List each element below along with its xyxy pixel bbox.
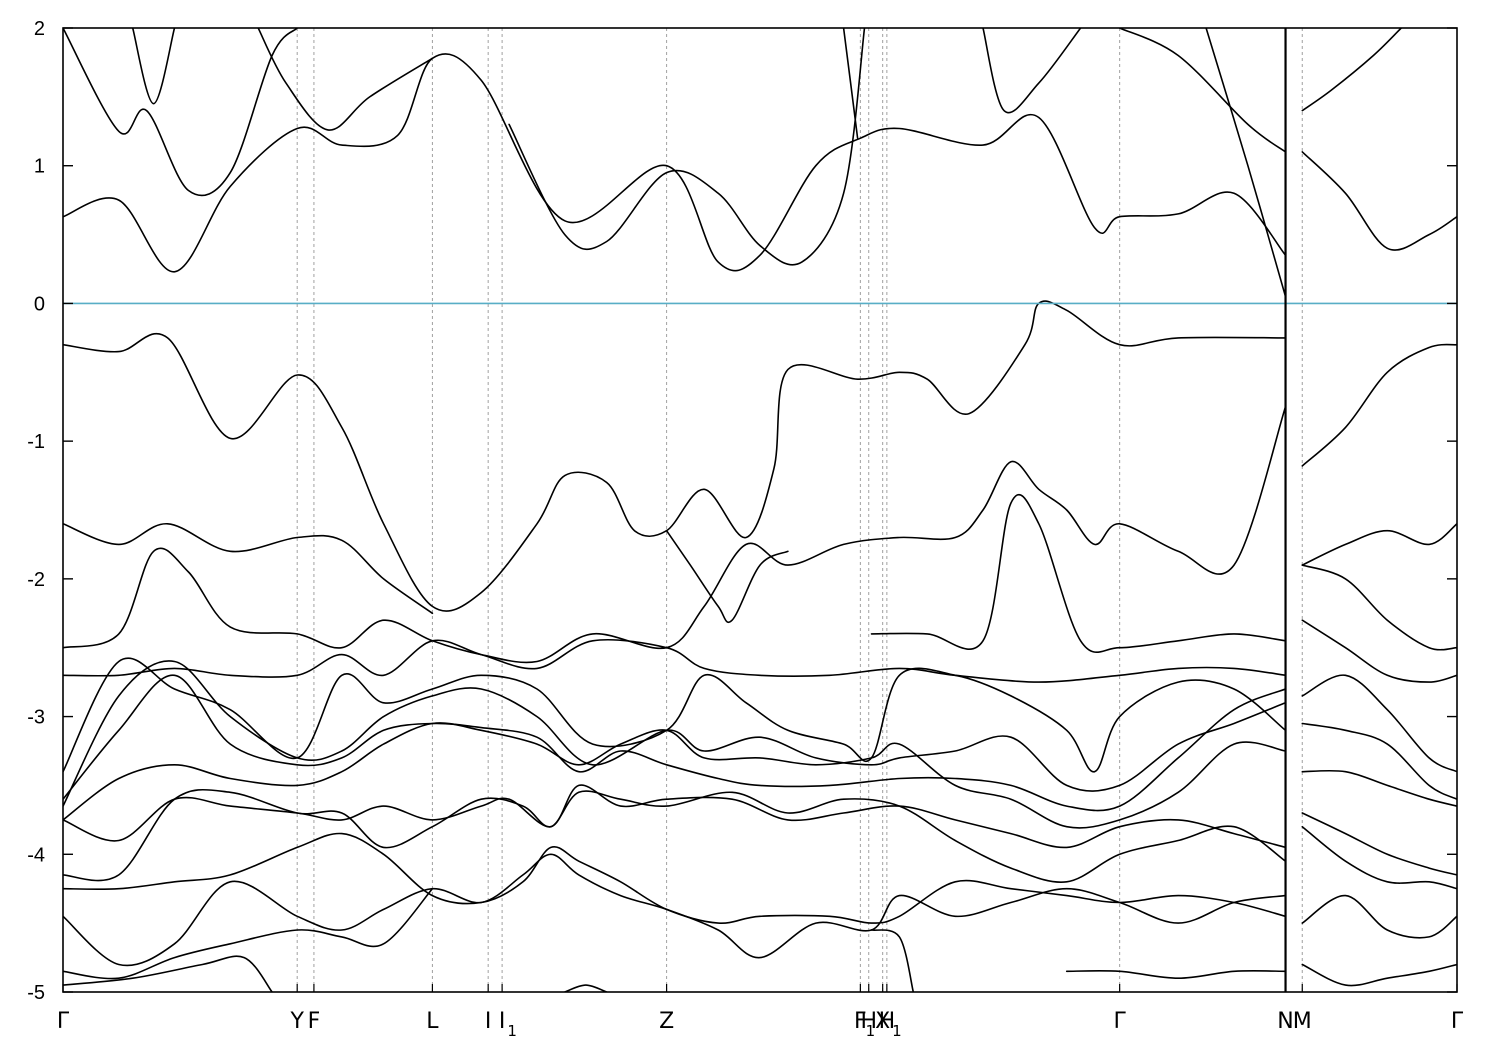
band-36 — [63, 955, 273, 992]
band-5 — [842, 28, 859, 139]
y-axis: 2 1 0 -1 -2 -3 -4 -5 — [27, 18, 1457, 1004]
kpoint-label-subscript: 1 — [866, 1022, 876, 1040]
band-7 — [1118, 28, 1287, 153]
band-18 — [1301, 523, 1457, 566]
kpoint-label: Z — [659, 1009, 674, 1034]
band-11 — [63, 300, 1287, 612]
band-1 — [63, 28, 298, 197]
band-lines — [63, 28, 1457, 992]
kpoint-label: Γ — [1114, 1009, 1127, 1034]
kpoint-label: F — [308, 1009, 321, 1034]
band-16 — [870, 493, 1287, 653]
y-tick-label: 2 — [34, 18, 45, 40]
band-28 — [63, 784, 1287, 849]
band-14 — [63, 405, 1287, 664]
band-34 — [1301, 894, 1457, 939]
kpoint-label-subscript: 1 — [892, 1022, 902, 1040]
band-21 — [63, 657, 1287, 773]
kpoint-gridlines — [296, 28, 1303, 992]
kpoint-label: Y — [289, 1009, 304, 1034]
kpoint-label: Γ — [57, 1009, 70, 1034]
band-2 — [131, 28, 176, 105]
band-0 — [63, 53, 1287, 273]
band-39 — [1065, 970, 1287, 979]
y-tick-label: -5 — [27, 982, 45, 1004]
band-13 — [63, 522, 434, 615]
kpoint-label: I — [499, 1009, 506, 1034]
band-32 — [63, 832, 1287, 924]
band-31 — [1301, 825, 1457, 890]
kpoint-label: N — [1277, 1009, 1293, 1034]
kpoint-label: X — [875, 1009, 890, 1034]
y-tick-label: -4 — [27, 844, 45, 866]
kpoint-label: F — [854, 1009, 867, 1034]
band-19 — [63, 638, 1287, 683]
band-40 — [1301, 963, 1457, 987]
band-26 — [1301, 722, 1457, 800]
band-6 — [982, 28, 1082, 114]
band-20 — [1301, 619, 1457, 683]
band-17 — [1301, 564, 1457, 651]
band-29 — [63, 788, 1287, 883]
band-4 — [508, 28, 866, 266]
band-30 — [1301, 812, 1457, 876]
kpoint-label: H — [879, 1009, 896, 1034]
kpoint-label: I — [485, 1009, 492, 1034]
kpoint-label: L — [426, 1009, 439, 1034]
band-23 — [63, 674, 1287, 812]
kpoint-label-subscript: 1 — [507, 1022, 517, 1040]
y-tick-label: -3 — [27, 707, 45, 729]
band-35 — [63, 887, 434, 980]
band-27 — [1301, 769, 1457, 807]
band-37 — [564, 984, 608, 992]
y-tick-label: -1 — [27, 431, 45, 453]
kpoint-label: H — [860, 1009, 877, 1034]
band-24 — [63, 722, 1287, 829]
band-33 — [63, 853, 1287, 967]
band-38 — [870, 929, 915, 992]
band-12 — [1301, 343, 1457, 467]
plot-frame — [62, 27, 1458, 993]
band-10 — [1301, 151, 1457, 251]
band-3 — [257, 28, 434, 131]
y-tick-label: -2 — [27, 569, 45, 591]
kpoint-label: M — [1293, 1009, 1312, 1034]
y-tick-label: 0 — [34, 293, 45, 315]
kpoint-label: Γ — [1451, 1009, 1464, 1034]
band-9 — [1301, 28, 1402, 112]
band-25 — [1301, 674, 1457, 773]
band-15 — [665, 529, 789, 624]
y-tick-label: 1 — [34, 156, 45, 178]
band-8 — [1205, 28, 1287, 298]
